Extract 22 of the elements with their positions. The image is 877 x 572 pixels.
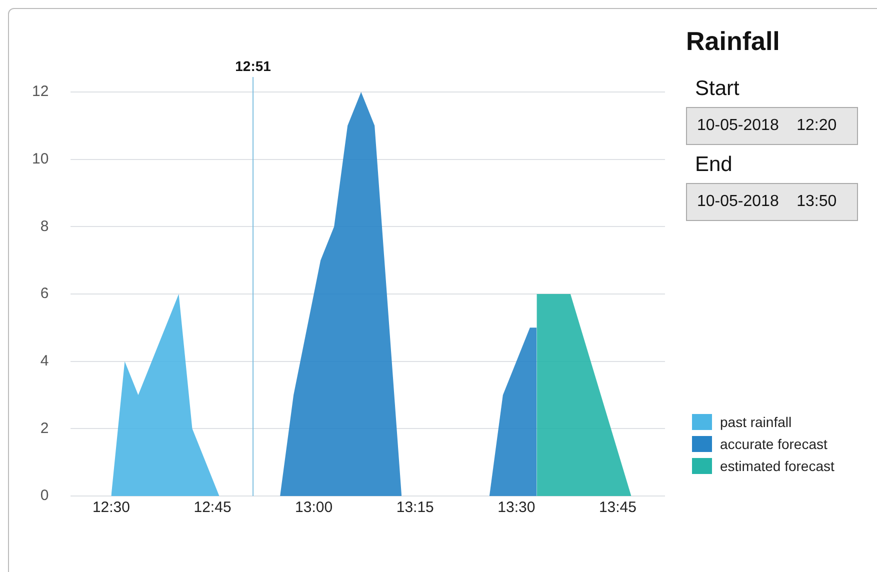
- legend-label: past rainfall: [720, 414, 792, 430]
- x-tick-label: 13:15: [396, 499, 434, 516]
- y-tick-label: 4: [40, 352, 49, 370]
- ref-line-label: 12:51: [235, 58, 272, 74]
- y-tick-label: 12: [32, 83, 49, 100]
- legend-label: estimated forecast: [720, 458, 834, 474]
- x-tick-label: 12:30: [92, 499, 130, 516]
- text: Start: [695, 77, 740, 101]
- x-tick-label: 13:00: [295, 499, 333, 516]
- legend-label: accurate forecast: [720, 436, 828, 452]
- text: 10-05-2018 12:20: [686, 107, 858, 145]
- text: 10-05-2018 13:50: [686, 183, 858, 221]
- x-tick-label: 12:45: [194, 499, 232, 516]
- y-tick-label: 0: [40, 487, 49, 504]
- x-tick-label: 13:45: [598, 499, 636, 516]
- text: End: [695, 153, 734, 177]
- y-tick-label: 2: [40, 420, 49, 437]
- x-tick-label: 13:30: [498, 499, 536, 516]
- text: Rainfall: [686, 26, 781, 57]
- y-tick-label: 10: [32, 150, 49, 168]
- y-tick-label: 6: [40, 285, 49, 302]
- y-tick-label: 8: [40, 218, 49, 235]
